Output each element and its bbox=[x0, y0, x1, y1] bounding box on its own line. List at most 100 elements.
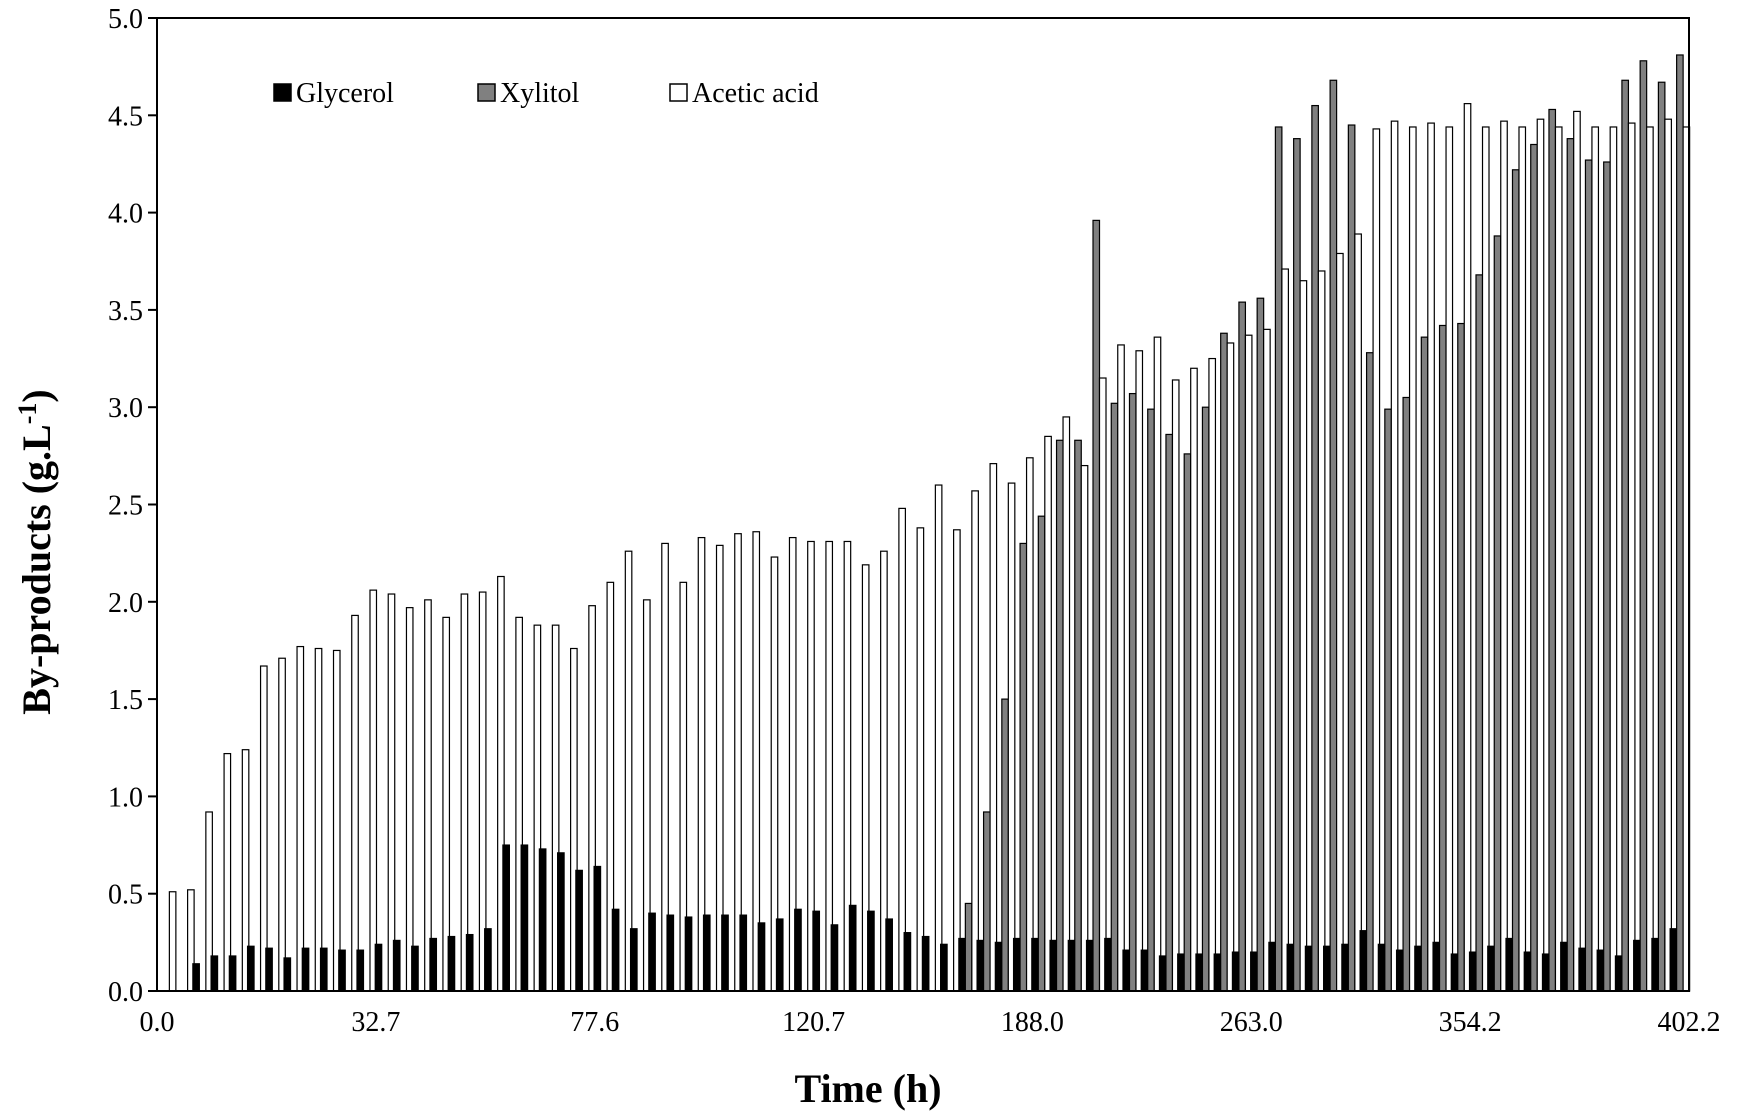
y-tick-label: 1.0 bbox=[108, 782, 143, 813]
bar-glycerol bbox=[1067, 939, 1076, 992]
bar-glycerol bbox=[1377, 943, 1386, 992]
bar-glycerol bbox=[721, 914, 729, 992]
bar-glycerol bbox=[1633, 939, 1641, 992]
bar-xylitol bbox=[1530, 143, 1538, 992]
bar-acetic-acid bbox=[1445, 126, 1454, 992]
bar-acetic-acid bbox=[278, 657, 286, 992]
bar-glycerol bbox=[1450, 953, 1459, 992]
bar-glycerol bbox=[484, 928, 492, 992]
y-tick-label: 1.5 bbox=[108, 685, 143, 716]
bar-acetic-acid bbox=[332, 649, 341, 992]
bar-acetic-acid bbox=[1025, 457, 1034, 992]
bar-glycerol bbox=[848, 904, 857, 992]
bar-glycerol bbox=[319, 947, 328, 992]
bar-glycerol bbox=[1505, 937, 1514, 992]
bar-acetic-acid bbox=[1135, 350, 1144, 992]
y-tick-label: 0.0 bbox=[108, 977, 143, 1008]
bar-xylitol bbox=[1037, 515, 1046, 992]
y-axis-title-close: ) bbox=[14, 389, 59, 402]
bar-glycerol bbox=[1414, 945, 1422, 992]
bar-acetic-acid bbox=[351, 614, 359, 992]
bar-glycerol bbox=[666, 914, 675, 992]
bar-xylitol bbox=[1511, 169, 1520, 992]
x-tick-label: 120.7 bbox=[782, 1007, 845, 1038]
bar-glycerol bbox=[246, 945, 255, 992]
bar-glycerol bbox=[1560, 941, 1568, 992]
bar-glycerol bbox=[575, 869, 583, 992]
bar-acetic-acid bbox=[825, 540, 834, 992]
bar-acetic-acid bbox=[1408, 126, 1417, 992]
y-axis-title-superscript: -1 bbox=[13, 403, 42, 425]
bar-acetic-acid bbox=[1481, 126, 1490, 992]
bar-acetic-acid bbox=[898, 507, 906, 992]
bar-glycerol bbox=[374, 943, 383, 992]
bar-acetic-acid bbox=[314, 647, 323, 992]
bar-glycerol bbox=[210, 955, 219, 992]
bar-acetic-acid bbox=[1244, 334, 1253, 992]
bar-glycerol bbox=[1049, 939, 1058, 992]
x-tick-label: 188.0 bbox=[1001, 1007, 1064, 1038]
bar-acetic-acid bbox=[168, 891, 177, 992]
bar-glycerol bbox=[1651, 937, 1659, 992]
y-tick-label: 3.5 bbox=[108, 296, 143, 327]
legend-label-xylitol: Xylitol bbox=[500, 78, 580, 109]
y-tick-label: 2.0 bbox=[108, 588, 143, 619]
legend-swatch-acetic-acid bbox=[669, 83, 688, 102]
bar-glycerol bbox=[867, 910, 875, 992]
bar-acetic-acid bbox=[1646, 126, 1654, 992]
bar-xylitol bbox=[1220, 332, 1228, 992]
bar-glycerol bbox=[1359, 930, 1368, 992]
bar-acetic-acid bbox=[1226, 342, 1235, 992]
bar-acetic-acid bbox=[1098, 377, 1107, 992]
bar-acetic-acid bbox=[1664, 118, 1672, 992]
bar-xylitol bbox=[1438, 324, 1447, 992]
bar-acetic-acid bbox=[1299, 280, 1308, 992]
bar-glycerol bbox=[1268, 941, 1276, 992]
bar-xylitol bbox=[1165, 433, 1174, 992]
x-tick-label: 77.6 bbox=[570, 1007, 619, 1038]
bar-glycerol bbox=[1104, 937, 1112, 992]
y-tick-label: 4.5 bbox=[108, 101, 143, 132]
bar-glycerol bbox=[1231, 951, 1240, 992]
bar-glycerol bbox=[1614, 955, 1623, 992]
bar-glycerol bbox=[794, 908, 802, 992]
bar-xylitol bbox=[1657, 81, 1666, 992]
bar-acetic-acid bbox=[1117, 344, 1125, 992]
bar-acetic-acid bbox=[1044, 435, 1052, 992]
bar-xylitol bbox=[1074, 439, 1082, 992]
bar-glycerol bbox=[392, 939, 401, 992]
bar-acetic-acid bbox=[259, 665, 268, 992]
legend-swatch-glycerol bbox=[273, 83, 292, 102]
x-tick-label: 32.7 bbox=[351, 1007, 400, 1038]
bar-glycerol bbox=[265, 947, 273, 992]
bar-acetic-acid bbox=[624, 550, 633, 992]
bar-glycerol bbox=[1487, 945, 1495, 992]
bar-glycerol bbox=[338, 949, 346, 992]
bar-xylitol bbox=[1092, 219, 1101, 992]
bar-glycerol bbox=[1432, 941, 1441, 992]
bar-acetic-acid bbox=[387, 593, 396, 992]
bar-xylitol bbox=[1238, 301, 1247, 992]
bar-glycerol bbox=[1468, 951, 1477, 992]
bar-glycerol bbox=[192, 963, 200, 992]
bar-xylitol bbox=[964, 902, 973, 992]
bar-xylitol bbox=[1019, 542, 1028, 992]
bar-glycerol bbox=[976, 939, 985, 992]
bar-glycerol bbox=[684, 916, 693, 992]
bar-xylitol bbox=[1110, 402, 1119, 992]
bar-xylitol bbox=[1329, 79, 1338, 992]
bar-glycerol bbox=[1541, 953, 1550, 992]
y-tick-label: 3.0 bbox=[108, 393, 143, 424]
ticks-layer: 0.0 0.5 1.0 1.5 2.0 2.5 3.0 3.5 4.0 4.5 5.0 0.0 32.7… bbox=[108, 4, 1721, 1038]
bar-glycerol bbox=[411, 945, 419, 992]
bar-xylitol bbox=[1311, 104, 1319, 992]
bar-glycerol bbox=[1286, 943, 1295, 992]
bar-acetic-acid bbox=[1281, 268, 1289, 992]
bar-acetic-acid bbox=[752, 531, 761, 992]
bar-acetic-acid bbox=[1153, 336, 1162, 992]
bar-glycerol bbox=[1085, 939, 1094, 992]
y-tick-label: 4.0 bbox=[108, 199, 143, 230]
bar-glycerol bbox=[1012, 937, 1021, 992]
bar-xylitol bbox=[1347, 124, 1356, 992]
bar-glycerol bbox=[538, 848, 547, 992]
